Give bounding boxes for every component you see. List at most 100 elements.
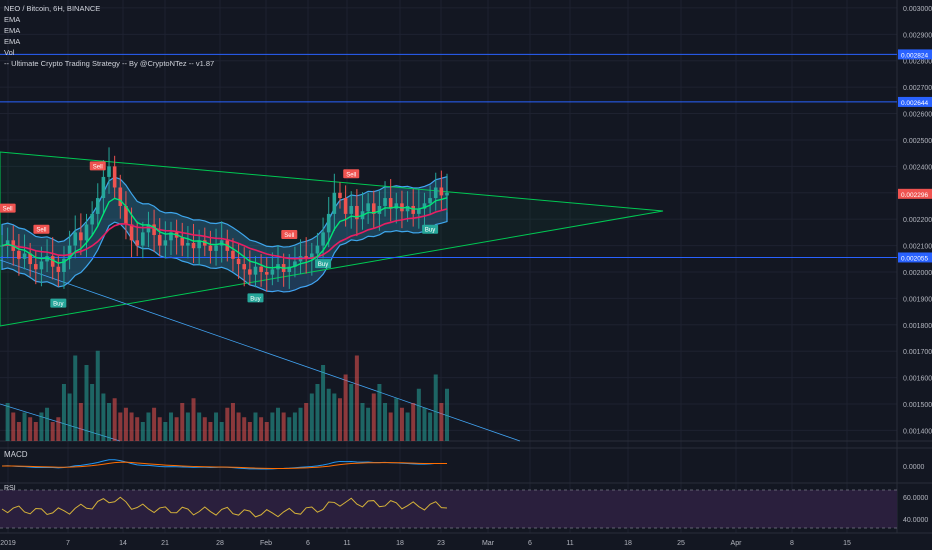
volume-bar: [287, 417, 292, 441]
volume-bar: [428, 412, 433, 441]
x-tick-label: 18: [624, 540, 632, 547]
indicator-ema-3[interactable]: EMA: [4, 37, 21, 46]
price-level-text: 0.002644: [901, 100, 928, 107]
candle-body: [445, 192, 449, 196]
candle-body: [231, 250, 235, 259]
price-level-badge: [898, 49, 932, 60]
volume-bar: [292, 412, 297, 441]
volume-bar: [383, 403, 388, 441]
volume-bar: [236, 412, 241, 441]
candle-body: [186, 242, 190, 246]
candle-body: [90, 213, 94, 225]
candle-body: [146, 224, 151, 233]
trendline: [0, 259, 521, 442]
chart-legend: NEO / Bitcoin, 6H, BINANCE EMA EMA EMA V…: [4, 3, 214, 69]
candle-body: [124, 205, 128, 225]
candle-body: [112, 166, 117, 188]
volume-bar: [225, 407, 230, 441]
volume-bar: [174, 417, 179, 441]
candle-body: [326, 213, 331, 233]
y-tick-label: 0.002100: [903, 244, 932, 251]
candle-body: [428, 198, 432, 204]
volume-bar: [112, 398, 117, 441]
sell-signal-tag: [89, 161, 106, 171]
candle-body: [163, 240, 168, 246]
volume-bar: [281, 412, 286, 441]
volume-bar: [253, 412, 258, 441]
volume-bar: [219, 422, 224, 441]
volume-bar: [270, 412, 275, 441]
volume-bar: [107, 403, 112, 441]
candle-body: [141, 232, 145, 246]
y-tick-label: 0.003000: [903, 6, 932, 13]
candle-body: [388, 198, 393, 209]
volume-bar: [146, 412, 151, 441]
price-level-text: 0.002296: [901, 192, 928, 199]
candle-body: [79, 232, 83, 241]
candle-body: [310, 253, 314, 259]
volume-bar: [5, 403, 10, 441]
candle-body: [191, 242, 196, 249]
price-axis[interactable]: 0.003000 0.002900 0.002800 0.002700 0.002600…: [898, 6, 932, 524]
volume-bar: [377, 384, 382, 441]
y-tick-label: 0.001400: [903, 428, 932, 435]
candle-body: [135, 240, 139, 246]
price-level-badge: [898, 96, 932, 107]
time-axis[interactable]: 2019 7 14 21 28 Feb 6 11 18 23 Mar 6 11 18 25 Apr 8 15: [0, 540, 851, 547]
candle-body: [287, 266, 292, 272]
candle-body: [422, 203, 427, 209]
volume-bar: [39, 412, 44, 441]
sell-signal-tag: [0, 203, 16, 213]
x-tick-label: 21: [161, 540, 169, 547]
y-tick-label: 0.002700: [903, 85, 932, 92]
y-tick-label: 0.001800: [903, 323, 932, 330]
rsi-band: [0, 490, 897, 528]
volume-bar: [399, 407, 404, 441]
volume-bar: [61, 384, 66, 441]
candle-body: [101, 176, 106, 199]
volume-bar: [349, 384, 354, 441]
indicator-strategy[interactable]: -- Ultimate Crypto Trading Strategy -- B…: [4, 59, 215, 68]
candle-body: [73, 232, 78, 246]
signal-label: Sell: [36, 228, 46, 234]
volume-bar: [433, 374, 438, 441]
candle-body: [439, 187, 444, 196]
volume-bar: [152, 407, 157, 441]
volume-bar: [371, 393, 376, 441]
candle-body: [95, 198, 100, 214]
indicator-ema-1[interactable]: EMA: [4, 15, 21, 24]
volume-bar: [140, 422, 145, 441]
candle-body: [371, 203, 376, 214]
signal-label: Buy: [425, 228, 435, 234]
candle-body: [180, 237, 185, 246]
volume-bar: [197, 412, 202, 441]
signal-label: Sell: [284, 233, 294, 239]
volume-bar: [67, 393, 72, 441]
signal-label: Sell: [3, 207, 13, 213]
x-tick-label: 25: [677, 540, 685, 547]
price-level-badge: [898, 252, 932, 263]
candle-body: [321, 232, 325, 246]
candle-body: [433, 187, 438, 199]
y-tick-label: 0.001700: [903, 349, 932, 356]
indicator-ema-2[interactable]: EMA: [4, 26, 21, 35]
rsi-label: RSI: [4, 485, 16, 492]
volume-bar: [50, 422, 55, 441]
candle-body: [152, 224, 156, 236]
volume-bar: [28, 417, 33, 441]
signal-label: Buy: [53, 302, 63, 308]
symbol-title[interactable]: NEO / Bitcoin, 6H, BINANCE: [4, 4, 101, 13]
volume-bar: [22, 412, 27, 441]
y-tick-label: 0.002000: [903, 270, 932, 277]
y-tick-label: 0.001600: [903, 376, 932, 383]
indicator-vol[interactable]: Vol: [4, 48, 15, 57]
y-tick-label: 0.002400: [903, 164, 932, 171]
volume-bar: [259, 417, 264, 441]
volume-bar: [185, 412, 190, 441]
x-tick-label: Mar: [482, 540, 495, 547]
candle-body: [366, 203, 370, 212]
volume-bar: [321, 365, 326, 441]
volume-bar: [337, 398, 342, 441]
candle-body: [315, 245, 320, 254]
